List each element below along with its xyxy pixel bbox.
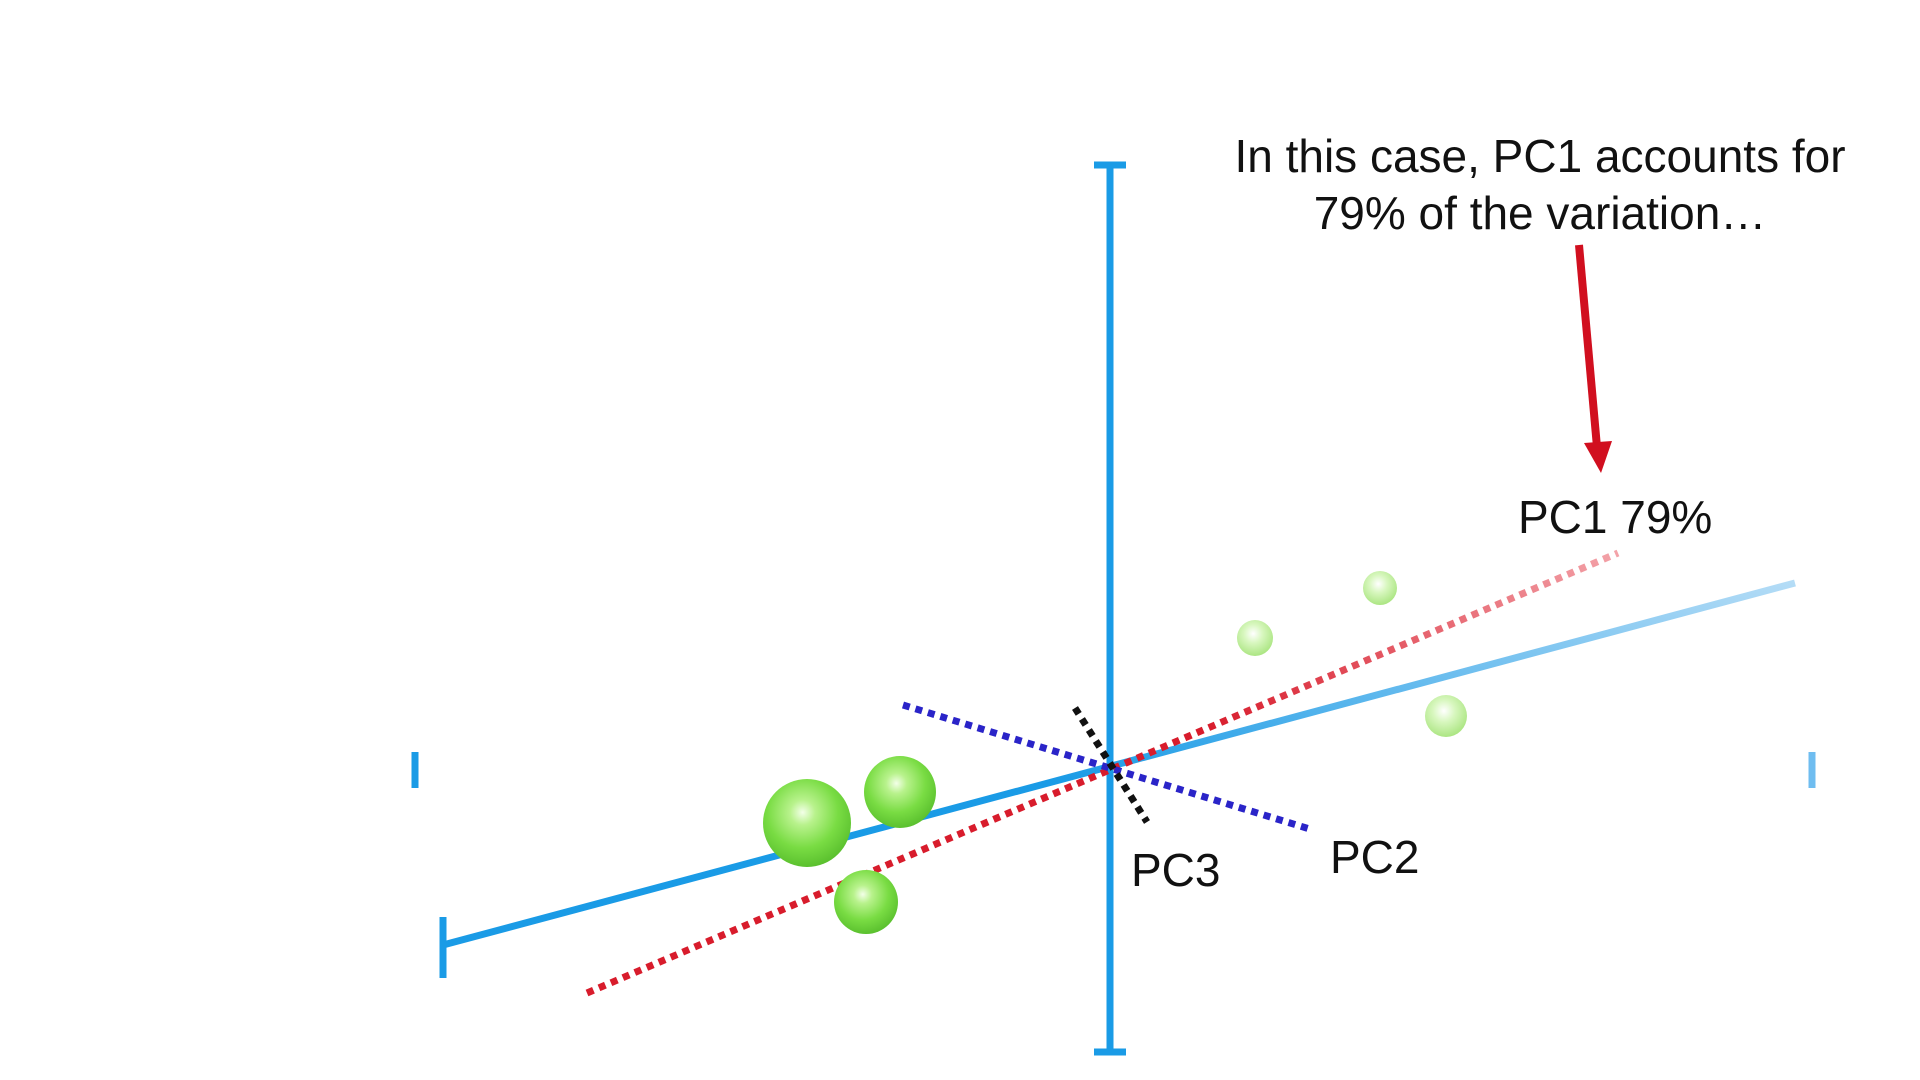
callout-arrow <box>1575 244 1612 473</box>
data-point <box>1363 571 1397 605</box>
pc2-label: PC2 <box>1330 831 1420 883</box>
data-point <box>763 779 851 867</box>
pc3-line <box>1072 706 1150 824</box>
data-point <box>834 870 898 934</box>
z-axis <box>439 579 1796 978</box>
data-points <box>763 571 1467 934</box>
annotation-line-1: In this case, PC1 accounts for <box>1234 130 1846 182</box>
pc1-label: PC1 79% <box>1518 491 1713 543</box>
y-axis <box>1094 161 1126 1056</box>
data-point <box>864 756 936 828</box>
pc1-line <box>585 549 1620 997</box>
annotation-text: In this case, PC1 accounts for 79% of th… <box>1180 128 1900 242</box>
pc3-label: PC3 <box>1131 844 1221 896</box>
annotation-line-2: 79% of the variation… <box>1313 187 1767 239</box>
pc2-line <box>901 701 1315 834</box>
data-point <box>1425 695 1467 737</box>
data-point <box>1237 620 1273 656</box>
